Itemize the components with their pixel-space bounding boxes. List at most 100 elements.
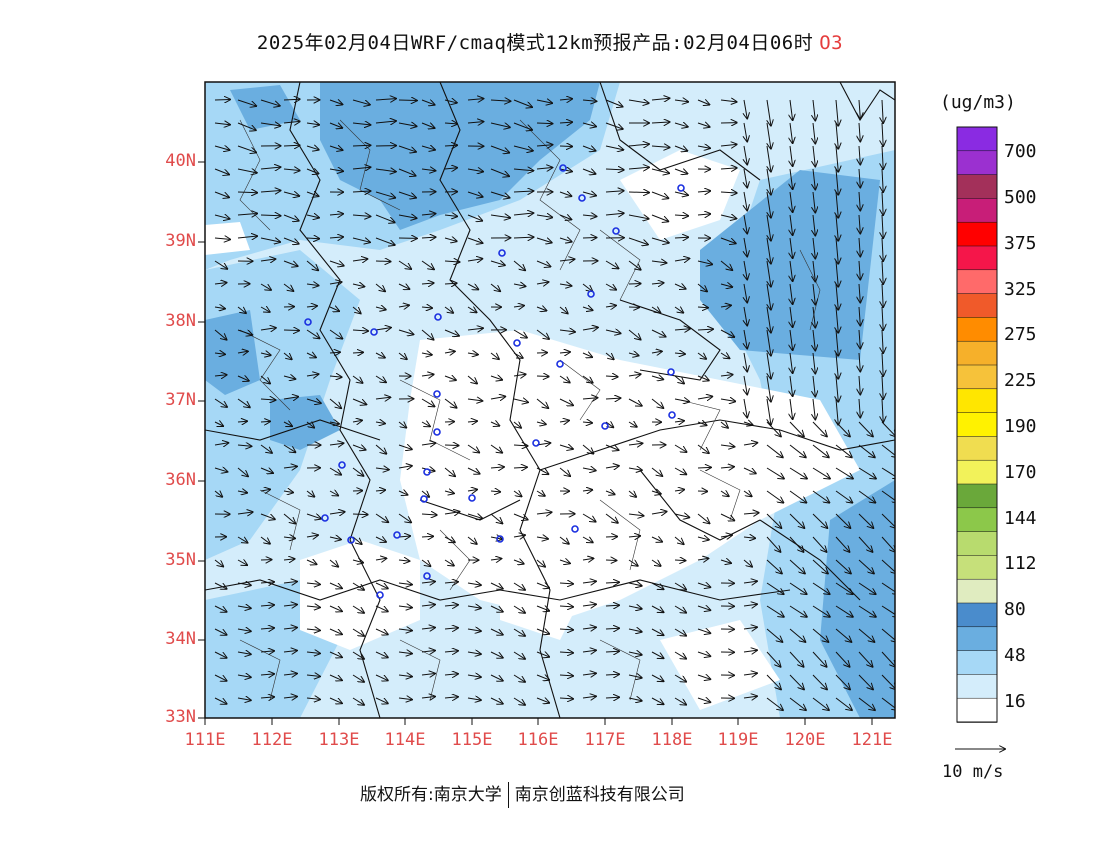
wind-arrow: [813, 260, 815, 281]
wind-arrow: [536, 145, 552, 146]
wind-arrow: [398, 536, 410, 537]
wind-arrow: [444, 467, 455, 476]
wind-arrow: [398, 491, 407, 495]
wind-arrow: [513, 422, 521, 428]
wind-arrow: [605, 605, 619, 606]
wind-arrow: [744, 168, 747, 187]
wind-arrow: [444, 123, 457, 124]
lon-label-119: 119E: [717, 730, 759, 750]
colorbar-segment: [956, 459, 998, 485]
wind-arrow: [605, 352, 614, 359]
wind-arrow: [766, 674, 781, 689]
wind-arrow: [421, 123, 435, 128]
wind-arrow: [375, 468, 389, 470]
wind-arrow: [329, 467, 341, 475]
wind-arrow: [674, 674, 686, 682]
wind-arrow: [306, 284, 319, 286]
wind-arrow: [421, 582, 435, 584]
wind-arrow: [743, 537, 755, 538]
colorbar-segment: [956, 364, 998, 390]
lat-label-36: 36N: [165, 470, 196, 490]
wind-arrow: [375, 121, 396, 123]
wind-arrow: [790, 237, 793, 258]
wind-arrow: [513, 374, 526, 376]
wind-arrow: [697, 467, 711, 468]
wind-arrow: [329, 674, 342, 680]
wind-arrow: [766, 605, 784, 617]
wind-arrow: [790, 306, 793, 327]
wind-arrow: [490, 491, 500, 492]
wind-arrow: [835, 444, 852, 457]
wind-arrow: [674, 284, 686, 289]
wind-arrow: [605, 444, 619, 450]
wind-arrow: [513, 99, 532, 107]
wind-arrow: [628, 167, 649, 169]
wind-arrow: [720, 284, 732, 287]
wind-arrow: [790, 398, 793, 419]
colorbar-segment: [956, 674, 998, 699]
wind-arrow: [513, 237, 533, 238]
colorbar-segment: [956, 340, 998, 366]
wind-arrow: [444, 674, 458, 675]
wind-arrow: [490, 467, 504, 468]
wind-arrow: [421, 536, 433, 537]
wind-arrow: [882, 191, 883, 215]
wind-arrow: [352, 306, 361, 313]
wind-arrow: [835, 421, 850, 436]
wind-arrow: [812, 651, 827, 667]
wind-arrow: [720, 305, 731, 307]
wind-arrow: [697, 422, 707, 425]
wind-arrow: [283, 169, 300, 171]
wind-arrow: [536, 537, 548, 539]
wind-arrow: [214, 375, 227, 376]
wind-arrow: [444, 398, 457, 408]
wind-arrow: [214, 697, 227, 704]
wind-arrow: [421, 605, 435, 607]
wind-arrow: [651, 98, 669, 100]
wind-arrow: [352, 330, 368, 331]
colorbar-segment: [956, 245, 998, 271]
wind-arrow: [628, 514, 644, 516]
wind-arrow: [858, 651, 873, 667]
colorbar-label: 170: [1004, 462, 1037, 483]
wind-arrow: [283, 121, 300, 123]
wind-arrow: [490, 513, 502, 523]
wind-arrow: [651, 605, 664, 612]
wind-arrow: [836, 99, 838, 126]
colorbar-label: 190: [1004, 416, 1037, 437]
wind-arrow: [651, 491, 661, 494]
wind-arrow: [859, 122, 860, 141]
wind-arrow: [421, 100, 435, 105]
colorbar-segment: [956, 555, 998, 580]
wind-arrow: [536, 583, 549, 588]
wind-arrow: [467, 536, 477, 544]
wind-arrow: [697, 261, 712, 264]
wind-arrow: [352, 467, 363, 476]
wind-arrow: [582, 627, 596, 629]
wind-arrow: [398, 560, 409, 561]
wind-arrow: [697, 675, 710, 679]
wind-arrow: [835, 651, 850, 667]
wind-arrow: [283, 352, 292, 359]
wind-arrow: [651, 651, 664, 658]
wind-arrow: [559, 421, 569, 423]
wind-arrow: [237, 351, 248, 353]
wind-arrow: [214, 329, 227, 340]
wind-arrow: [260, 582, 274, 583]
wind-arrow: [743, 443, 757, 445]
wind-arrow: [536, 629, 549, 634]
wind-arrow: [836, 145, 838, 172]
wind-arrow: [421, 353, 432, 355]
wind-arrow: [605, 537, 617, 538]
wind-arrow: [398, 652, 412, 654]
wind-arrow: [536, 491, 545, 496]
wind-arrow: [766, 191, 771, 218]
wind-arrow: [306, 146, 319, 150]
wind-arrow: [306, 215, 319, 218]
wind-arrow: [582, 169, 596, 174]
wind-arrow: [398, 100, 417, 101]
wind-arrow: [674, 421, 684, 422]
wind-arrow: [306, 535, 318, 537]
wind-arrow: [605, 146, 623, 150]
wind-arrow: [559, 698, 573, 699]
